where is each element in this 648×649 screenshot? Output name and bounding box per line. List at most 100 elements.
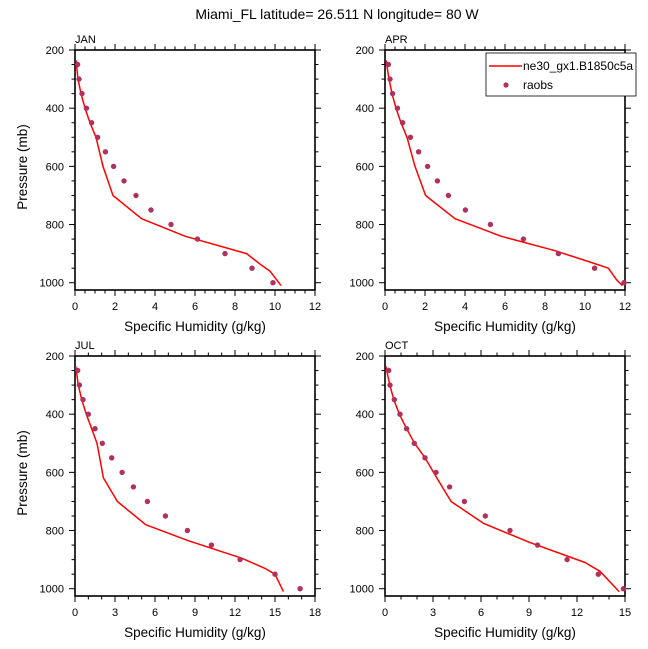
raobs-point <box>92 426 98 432</box>
x-tick-label: 6 <box>152 607 158 619</box>
raobs-point <box>130 484 137 490</box>
raobs-point <box>387 382 393 388</box>
y-axis-label: Pressure (mb) <box>15 124 30 210</box>
y-tick-label: 800 <box>356 526 374 538</box>
panel-apr: 0 2 4 6 8 10 12 200 400 600 800 1000 APR Specific Hum… <box>350 34 632 334</box>
y-tick-label: 1000 <box>40 278 64 290</box>
y-tick-label: 400 <box>46 103 64 115</box>
x-tick-label: 12 <box>309 301 321 313</box>
raobs-point <box>75 367 81 374</box>
plot-frame <box>74 355 316 597</box>
x-tick-label: 0 <box>382 301 388 313</box>
raobs-point <box>403 426 410 432</box>
raobs-point <box>184 527 191 534</box>
x-tick-label: 3 <box>112 607 118 619</box>
panel-title: APR <box>385 34 408 46</box>
legend-model-label: ne30_gx1.B1850c5a <box>523 59 633 73</box>
raobs-point <box>85 411 92 417</box>
y-tick-label: 800 <box>46 220 64 232</box>
x-axis-label: Specific Humidity (g/kg) <box>124 625 266 640</box>
raobs-point <box>102 149 109 155</box>
x-tick-label: 9 <box>192 607 198 619</box>
x-axis-label: Specific Humidity (g/kg) <box>124 319 266 334</box>
raobs-point <box>434 178 441 184</box>
x-tick-label: 6 <box>192 301 198 313</box>
raobs-point <box>76 76 82 82</box>
panel-title: OCT <box>385 340 409 352</box>
y-tick-label: 1000 <box>350 278 374 290</box>
plot-frame <box>74 49 316 291</box>
y-tick-label: 1000 <box>350 584 374 596</box>
model-line-jan <box>75 60 282 287</box>
raobs-point <box>297 586 303 592</box>
x-tick-label: 15 <box>269 607 281 619</box>
raobs-point <box>270 280 276 286</box>
legend-obs-marker-swatch <box>503 82 509 88</box>
raobs-point <box>76 382 83 388</box>
x-tick-label: 8 <box>542 301 548 313</box>
raobs-point <box>391 396 397 403</box>
x-tick-label: 2 <box>112 301 118 313</box>
raobs-point <box>394 105 401 111</box>
x-tick-label: 4 <box>152 301 158 313</box>
panel-jan: 0 2 4 6 8 10 12 200 400 600 800 1000 JAN Specific Hum… <box>15 34 321 334</box>
raobs-point <box>397 411 403 417</box>
raobs-point <box>208 542 215 548</box>
model-line-jul <box>74 366 285 592</box>
y-tick-label: 400 <box>46 409 64 421</box>
panel-jul: 0 3 6 9 12 15 18 200 400 600 800 1000 JUL Specific Hu… <box>15 340 321 640</box>
y-tick-label: 600 <box>356 467 374 479</box>
y-axis-label: Pressure (mb) <box>15 430 30 516</box>
x-tick-label: 4 <box>462 301 468 313</box>
y-tick-label: 600 <box>46 467 64 479</box>
figure-title: Miami_FL latitude= 26.511 N longitude= 8… <box>195 6 479 22</box>
raobs-point <box>433 469 439 476</box>
raobs-point <box>482 513 488 519</box>
x-tick-label: 0 <box>72 607 78 619</box>
raobs-point <box>461 498 468 505</box>
x-tick-label: 0 <box>72 301 78 313</box>
x-tick-label: 12 <box>571 607 583 619</box>
raobs-point <box>462 207 469 213</box>
raobs-point <box>162 513 169 519</box>
raobs-point <box>595 571 601 577</box>
x-tick-label: 12 <box>619 301 631 313</box>
raobs-point <box>591 265 598 271</box>
x-tick-label: 18 <box>309 607 321 619</box>
raobs-point <box>445 192 452 199</box>
raobs-point <box>121 178 127 184</box>
plot-frame <box>384 355 626 597</box>
raobs-point <box>507 527 513 534</box>
raobs-point <box>249 265 255 271</box>
raobs-point <box>415 149 422 155</box>
legend-box <box>485 52 637 97</box>
raobs-point <box>487 221 494 228</box>
raobs-point <box>109 455 115 461</box>
x-tick-label: 8 <box>232 301 238 313</box>
raobs-point <box>272 571 278 577</box>
x-tick-label: 6 <box>478 607 484 619</box>
raobs-point <box>148 207 154 213</box>
raobs-point <box>621 280 627 286</box>
panel-title: JAN <box>75 34 96 46</box>
y-tick-label: 200 <box>356 351 374 363</box>
raobs-point <box>389 90 396 97</box>
x-tick-label: 6 <box>502 301 508 313</box>
raobs-point <box>80 396 86 403</box>
x-tick-label: 10 <box>269 301 281 313</box>
raobs-point <box>79 90 85 97</box>
raobs-point <box>99 440 106 446</box>
raobs-point <box>424 163 431 170</box>
raobs-point <box>110 163 117 170</box>
y-tick-label: 200 <box>46 45 64 57</box>
x-tick-label: 2 <box>422 301 428 313</box>
y-tick-label: 200 <box>356 45 374 57</box>
model-line-apr <box>385 60 623 287</box>
raobs-point <box>534 542 541 548</box>
raobs-point <box>620 586 627 592</box>
raobs-point <box>119 469 125 476</box>
raobs-point <box>387 76 393 82</box>
raobs-point <box>422 455 428 461</box>
